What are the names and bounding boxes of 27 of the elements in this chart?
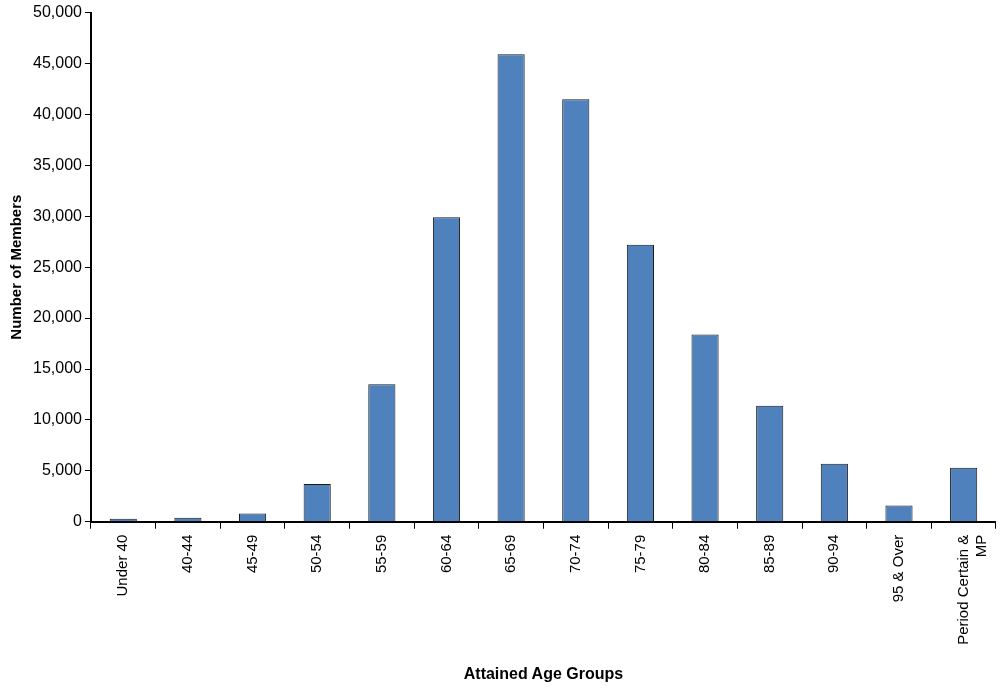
- x-tick-label: Under 40: [113, 534, 131, 597]
- x-tick-label: 90-94: [824, 534, 842, 574]
- y-tick-label: 50,000: [33, 3, 83, 21]
- x-tick-label: 70-74: [565, 534, 583, 574]
- x-tick-label: 40-44: [178, 534, 196, 574]
- x-axis-title: Attained Age Groups: [463, 664, 624, 682]
- x-tick-label: 85-89: [759, 534, 777, 574]
- x-tick-label: 50-54: [307, 534, 325, 574]
- y-tick-label: 25,000: [33, 257, 83, 275]
- y-tick-label: 35,000: [33, 155, 83, 173]
- y-tick-label: 45,000: [33, 53, 83, 71]
- x-tick-label: Period Certain & MP: [953, 534, 989, 645]
- y-tick-label: 5,000: [41, 461, 83, 479]
- y-tick-label: 20,000: [33, 308, 83, 326]
- x-tick-label: 65-69: [501, 534, 519, 574]
- x-tick-label: 45-49: [242, 534, 260, 574]
- y-tick-label: 30,000: [33, 206, 83, 224]
- x-tick-label: 75-79: [630, 534, 648, 574]
- y-tick-label: 40,000: [33, 104, 83, 122]
- x-tick-label: 55-59: [371, 534, 389, 574]
- y-tick-label: 0: [73, 512, 83, 530]
- y-axis-title: Number of Members: [7, 194, 25, 340]
- x-tick-label: 80-84: [695, 534, 713, 574]
- x-tick-label: 60-64: [436, 534, 454, 574]
- y-tick-label: 15,000: [33, 359, 83, 377]
- y-tick-label: 10,000: [33, 410, 83, 428]
- x-tick-label: 95 & Over: [889, 534, 907, 603]
